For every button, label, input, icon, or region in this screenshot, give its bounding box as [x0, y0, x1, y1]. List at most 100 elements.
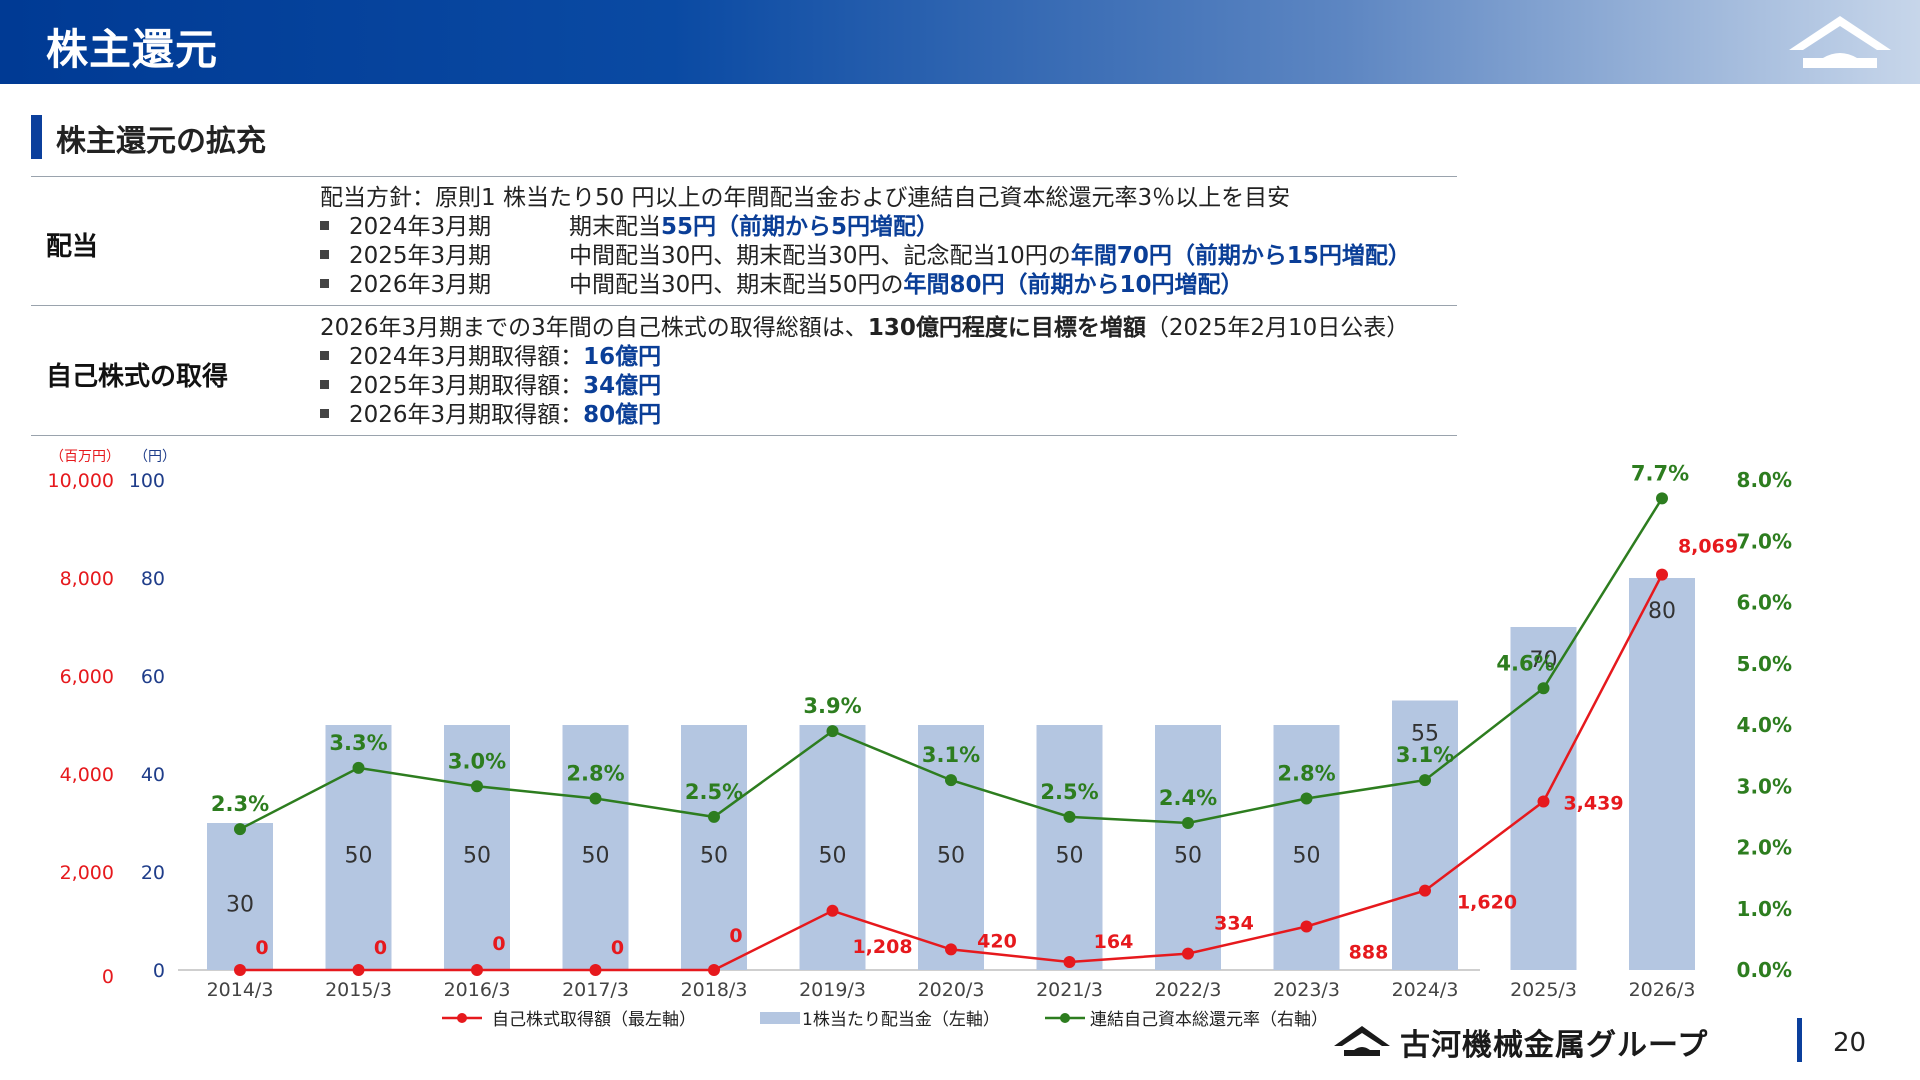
return-ratio-data-label: 4.6%: [1496, 651, 1554, 675]
dividend-bar: [918, 725, 984, 970]
company-roof-logo-icon: [1334, 1026, 1390, 1056]
return-ratio-point: [708, 810, 720, 823]
legend-dividend-label: 1株当たり配当金（左軸）: [802, 1010, 1000, 1030]
buyback-data-label: 888: [1349, 941, 1389, 963]
bullet-icon: [320, 279, 329, 288]
buyback-point: [708, 964, 720, 976]
return-ratio-point: [826, 725, 839, 738]
buyback-data-label: 420: [977, 930, 1017, 952]
left-outer-axis-tick: 10,000: [48, 470, 114, 492]
buyback-data-label: 3,439: [1563, 792, 1623, 814]
left-outer-axis-tick: 8,000: [60, 568, 114, 590]
buyback-text: 2024年3月期取得額：: [349, 344, 584, 370]
buyback-data-label: 1,208: [852, 936, 912, 958]
dividend-bar: [681, 725, 747, 970]
return-ratio-point: [945, 774, 957, 787]
dividend-bar-label: 50: [1056, 844, 1084, 869]
dividend-item: 2025年3月期 中間配当30円、期末配当30円、記念配当10円の年間70円（前期…: [320, 242, 1411, 270]
buyback-text: 2026年3月期取得額：: [349, 402, 584, 428]
footer-divider: [1797, 1018, 1802, 1062]
buyback-summary-post: （2025年2月10日公表）: [1145, 315, 1410, 341]
left-inner-axis-tick: 40: [141, 764, 165, 786]
right-axis-tick: 8.0%: [1737, 468, 1792, 492]
company-name: 古河機械金属グループ: [1400, 1028, 1709, 1063]
section-marker: [31, 115, 42, 159]
buyback-data-label: 0: [374, 937, 387, 959]
return-ratio-data-label: 2.4%: [1159, 786, 1217, 810]
buyback-item: 2026年3月期取得額：80億円: [320, 401, 661, 429]
buyback-data-label: 1,620: [1457, 892, 1517, 914]
x-axis-tick-label: 2017/3: [562, 979, 629, 1001]
bullet-icon: [320, 221, 329, 230]
page-number: 20: [1833, 1028, 1867, 1058]
table-rule-middle: [31, 305, 1457, 306]
x-axis-tick-label: 2026/3: [1629, 979, 1696, 1001]
left-inner-axis-tick: 20: [141, 862, 165, 884]
buyback-point: [234, 964, 246, 976]
x-axis-tick-label: 2023/3: [1273, 979, 1340, 1001]
buyback-point: [1300, 920, 1313, 933]
return-ratio-data-label: 3.3%: [329, 731, 387, 755]
dividend-bar: [1036, 725, 1103, 970]
buyback-item: 2024年3月期取得額：16億円: [320, 343, 661, 371]
buyback-data-label: 0: [255, 937, 268, 959]
left-outer-axis-tick: 6,000: [60, 666, 114, 688]
dividend-text: 期末配当: [569, 214, 661, 240]
dividend-item: 2024年3月期 期末配当55円（前期から5円増配）: [320, 213, 939, 241]
table-rule-top: [31, 176, 1457, 177]
buyback-text: 2025年3月期取得額：: [349, 373, 584, 399]
dividend-highlight: 55円（前期から5円増配）: [661, 214, 940, 240]
bullet-icon: [320, 250, 329, 259]
return-ratio-point: [1656, 492, 1668, 505]
left-inner-axis-tick: 100: [129, 470, 165, 492]
legend-ratio-label: 連結自己資本総還元率（右軸）: [1090, 1010, 1328, 1030]
dividend-bar: [799, 725, 866, 970]
header-banner: 株主還元: [0, 0, 1920, 84]
right-axis-tick: 7.0%: [1737, 529, 1792, 553]
buyback-summary: 2026年3月期までの3年間の自己株式の取得総額は、130億円程度に目標を増額（…: [320, 314, 1409, 342]
x-axis-tick-label: 2024/3: [1392, 979, 1459, 1001]
right-axis-tick: 6.0%: [1737, 591, 1792, 615]
buyback-highlight: 34億円: [583, 373, 662, 399]
return-ratio-data-label: 2.3%: [211, 792, 269, 816]
dividend-bar-label: 50: [582, 844, 610, 869]
dividend-bar: [1155, 725, 1221, 970]
dividend-bar-label: 55: [1411, 722, 1439, 747]
legend-buyback-marker: [457, 1013, 467, 1023]
x-axis-tick-label: 2016/3: [444, 979, 511, 1001]
return-ratio-point: [352, 761, 365, 774]
dividend-bar: [444, 725, 510, 970]
x-axis-tick-label: 2018/3: [681, 979, 748, 1001]
x-axis-tick-label: 2015/3: [325, 979, 392, 1001]
return-ratio-data-label: 2.8%: [566, 762, 624, 786]
buyback-highlight: 16億円: [583, 344, 662, 370]
return-ratio-point: [234, 823, 246, 836]
dividend-bar-label: 80: [1648, 599, 1676, 624]
return-ratio-data-label: 3.1%: [1396, 743, 1454, 767]
dividend-bar-label: 30: [226, 893, 254, 918]
return-ratio-point: [1182, 817, 1194, 829]
bullet-icon: [320, 380, 329, 389]
right-axis-tick: 0.0%: [1737, 958, 1792, 982]
left-inner-axis-tick: 80: [141, 568, 165, 590]
buyback-point: [1656, 568, 1668, 581]
return-ratio-point: [1537, 682, 1550, 695]
legend-dividend-swatch: [760, 1012, 800, 1024]
dividend-bar-label: 50: [937, 844, 965, 869]
table-rule-bottom: [31, 435, 1457, 436]
buyback-highlight: 80億円: [583, 402, 662, 428]
return-ratio-point: [589, 792, 602, 805]
dividend-text: 中間配当30円、期末配当30円、記念配当10円の: [569, 243, 1071, 269]
return-ratio-point: [1063, 810, 1076, 823]
buyback-point: [352, 964, 365, 976]
dividend-bar-label: 50: [1293, 844, 1321, 869]
dividend-bar: [1629, 578, 1695, 970]
return-ratio-data-label: 3.0%: [448, 749, 506, 773]
dividend-policy: 配当方針：原則1 株当たり50 円以上の年間配当金および連結自己資本総還元率3％…: [320, 185, 1291, 211]
dividend-highlight: 年間70円（前期から15円増配）: [1070, 243, 1411, 269]
buyback-point: [471, 964, 483, 976]
buyback-summary-pre: 2026年3月期までの3年間の自己株式の取得総額は、: [320, 315, 868, 341]
return-ratio-data-label: 2.5%: [1040, 780, 1098, 804]
x-axis-tick-label: 2019/3: [799, 979, 866, 1001]
dividend-period: 2024年3月期: [349, 214, 492, 240]
